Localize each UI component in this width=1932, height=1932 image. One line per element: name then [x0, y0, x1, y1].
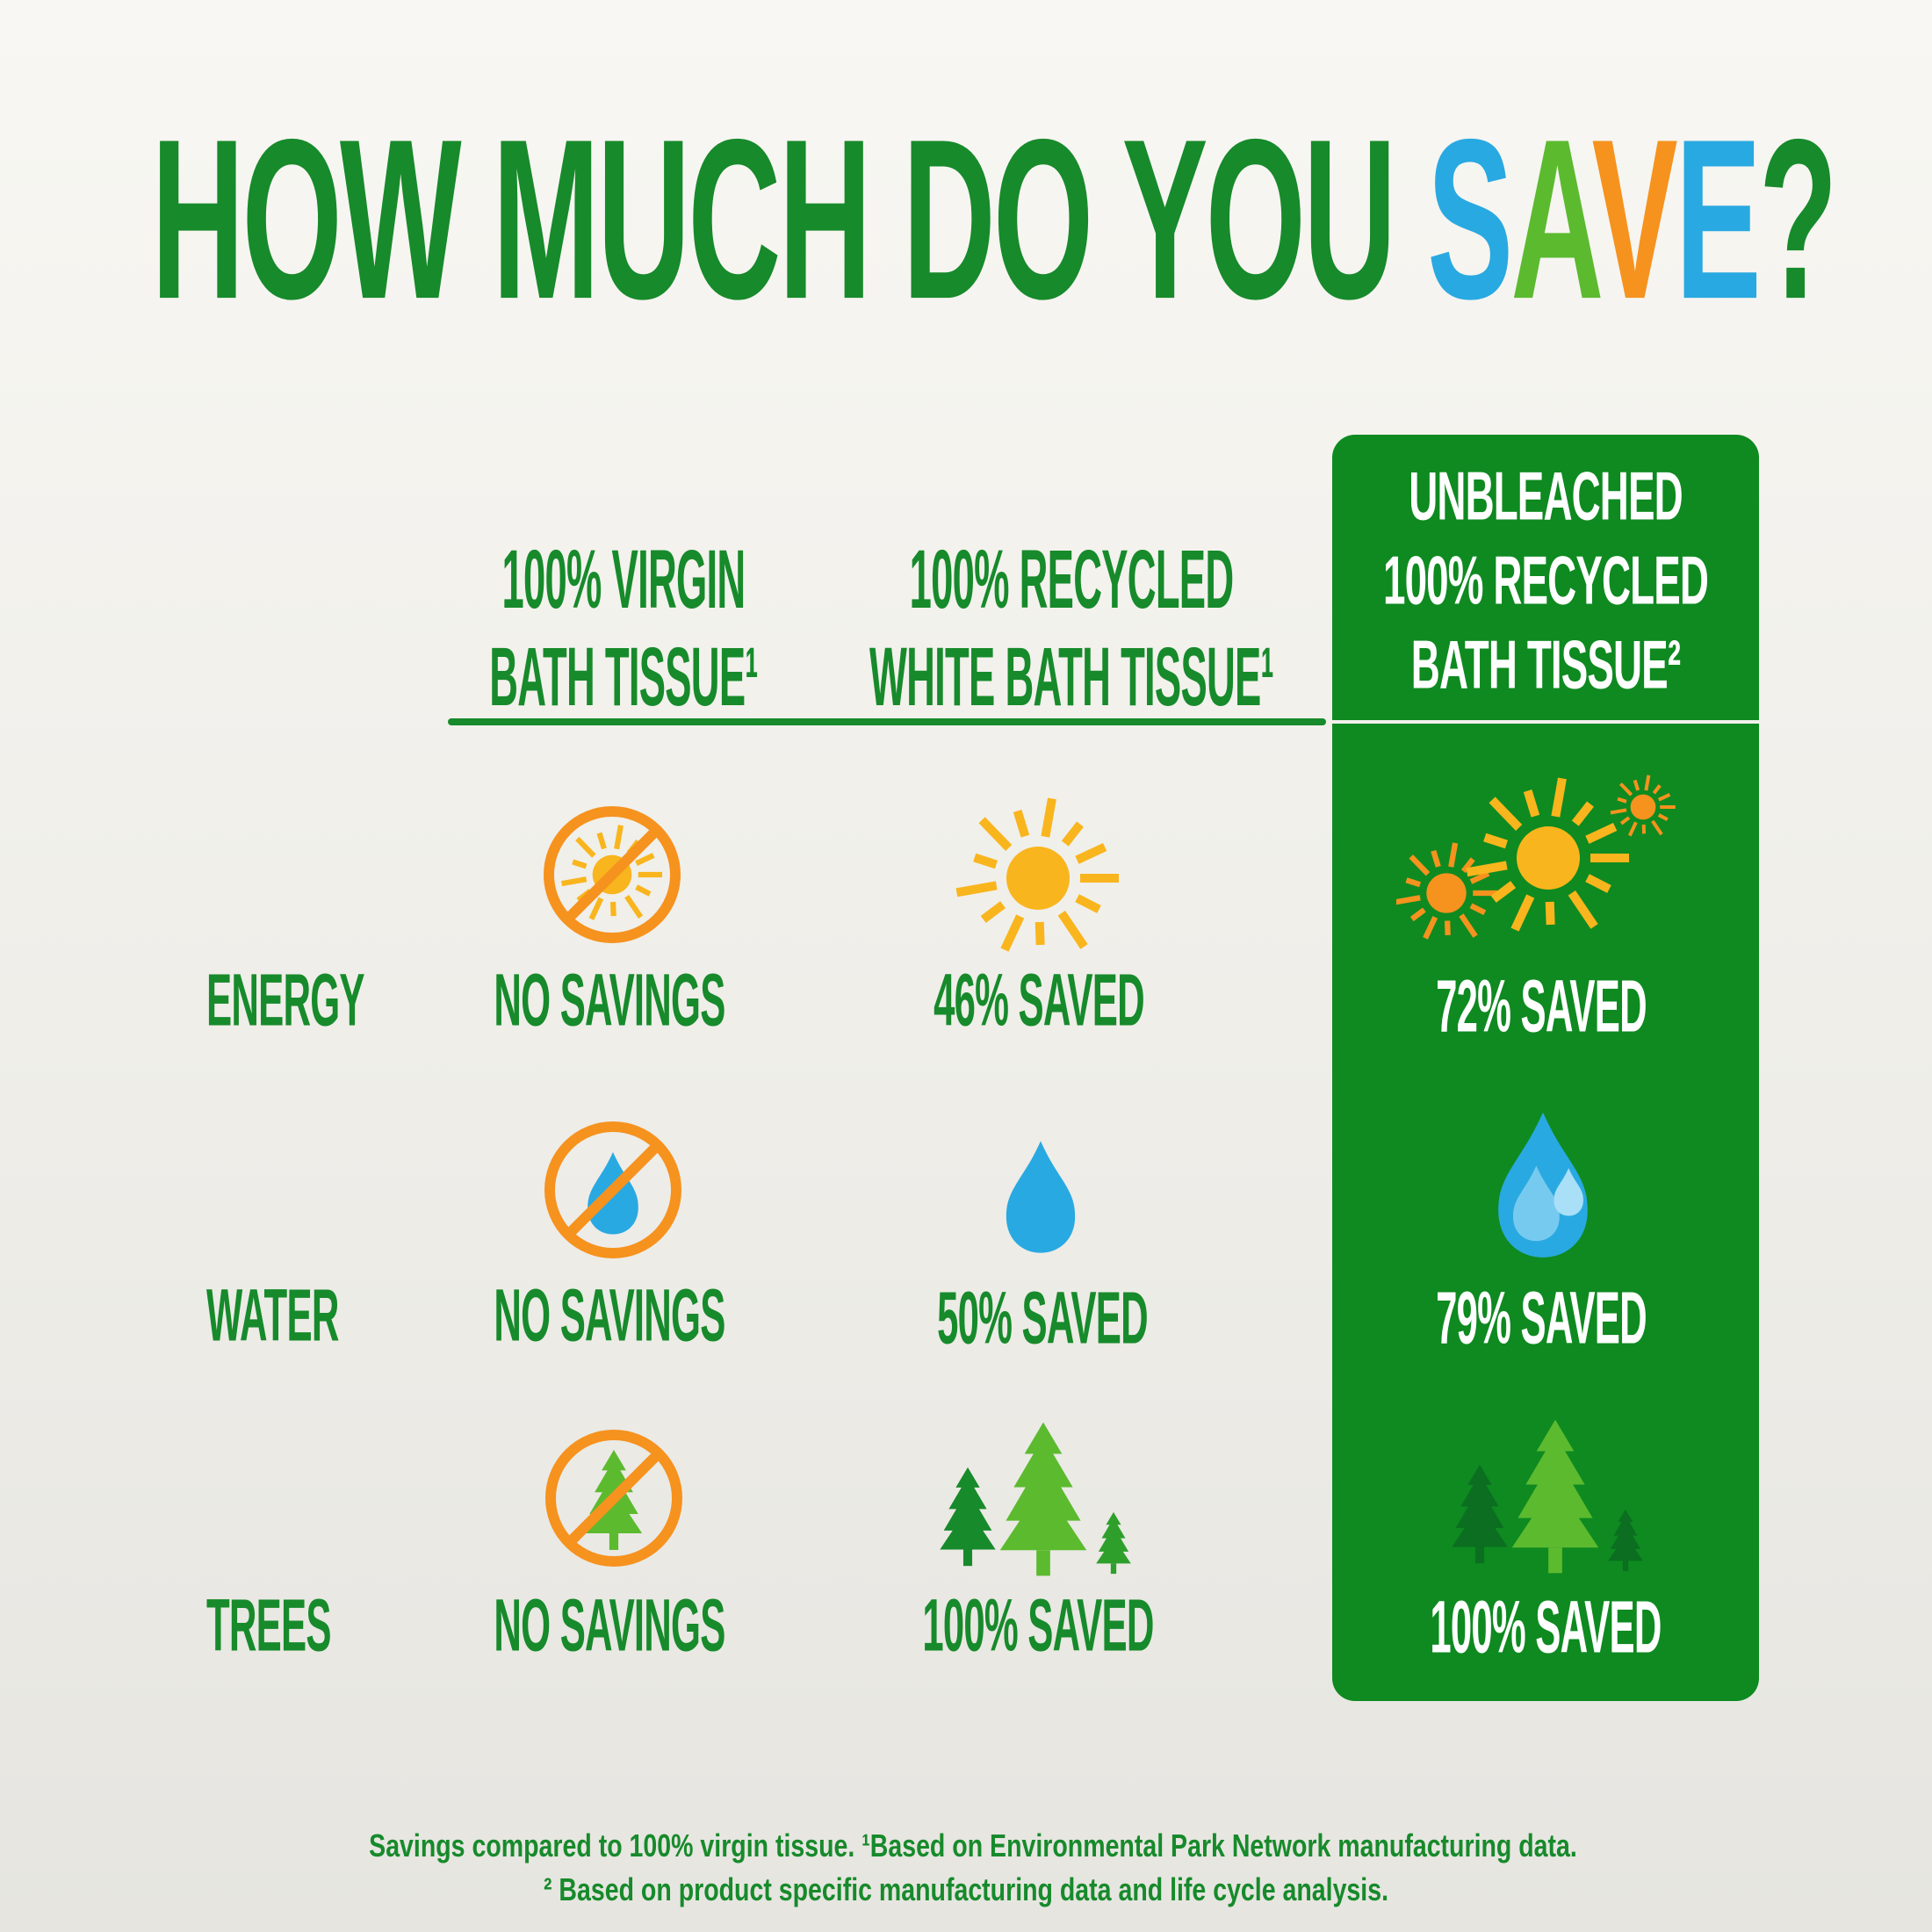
no-water-drop-icon [544, 1121, 681, 1258]
no-tree-icon [545, 1430, 682, 1567]
row-label-water: WATER [206, 1272, 339, 1357]
column-header-virgin: 100% VIRGIN BATH TISSUE¹ [489, 534, 758, 724]
title-letter-v: V [1591, 90, 1678, 347]
value-energy-unbleached: 72% SAVED [1436, 963, 1647, 1048]
title-question-mark: ? [1758, 90, 1838, 347]
title-letter-e: E [1675, 90, 1762, 347]
row-label-trees: TREES [206, 1582, 332, 1667]
value-energy-virgin: NO SAVINGS [494, 957, 725, 1042]
footnote-2: ² Based on product specific manufacturin… [543, 1871, 1389, 1908]
header-underline [448, 718, 1326, 725]
panel-header-divider [1332, 720, 1759, 724]
value-water-unbleached: 79% SAVED [1436, 1275, 1647, 1359]
suns-cluster-icon [1396, 773, 1686, 957]
water-drop-icon [1006, 1141, 1076, 1253]
value-water-virgin: NO SAVINGS [494, 1272, 725, 1357]
trees-panel-icon [1452, 1419, 1643, 1574]
value-trees-unbleached: 100% SAVED [1430, 1584, 1662, 1669]
big-water-drop-icon [1498, 1112, 1588, 1258]
column-header-unbleached-recycled: UNBLEACHED 100% RECYCLED BATH TISSUE² [1382, 458, 1709, 704]
value-trees-virgin: NO SAVINGS [494, 1582, 725, 1667]
page-title: HOW MUCH DO YOU SAVE? [151, 88, 1838, 350]
sun-icon [950, 790, 1126, 966]
no-sun-icon [544, 806, 681, 943]
row-label-energy: ENERGY [206, 957, 365, 1042]
value-trees-recycled-white: 100% SAVED [922, 1582, 1154, 1667]
title-prefix: HOW MUCH DO YOU [151, 90, 1428, 347]
trees-icon [940, 1422, 1131, 1576]
title-letter-s: S [1427, 90, 1513, 347]
value-energy-recycled-white: 46% SAVED [934, 957, 1145, 1042]
value-water-recycled-white: 50% SAVED [937, 1275, 1149, 1359]
title-letter-a: A [1510, 90, 1594, 347]
column-header-recycled-white: 100% RECYCLED WHITE BATH TISSUE¹ [869, 534, 1274, 724]
footnote-1: Savings compared to 100% virgin tissue. … [369, 1827, 1577, 1864]
